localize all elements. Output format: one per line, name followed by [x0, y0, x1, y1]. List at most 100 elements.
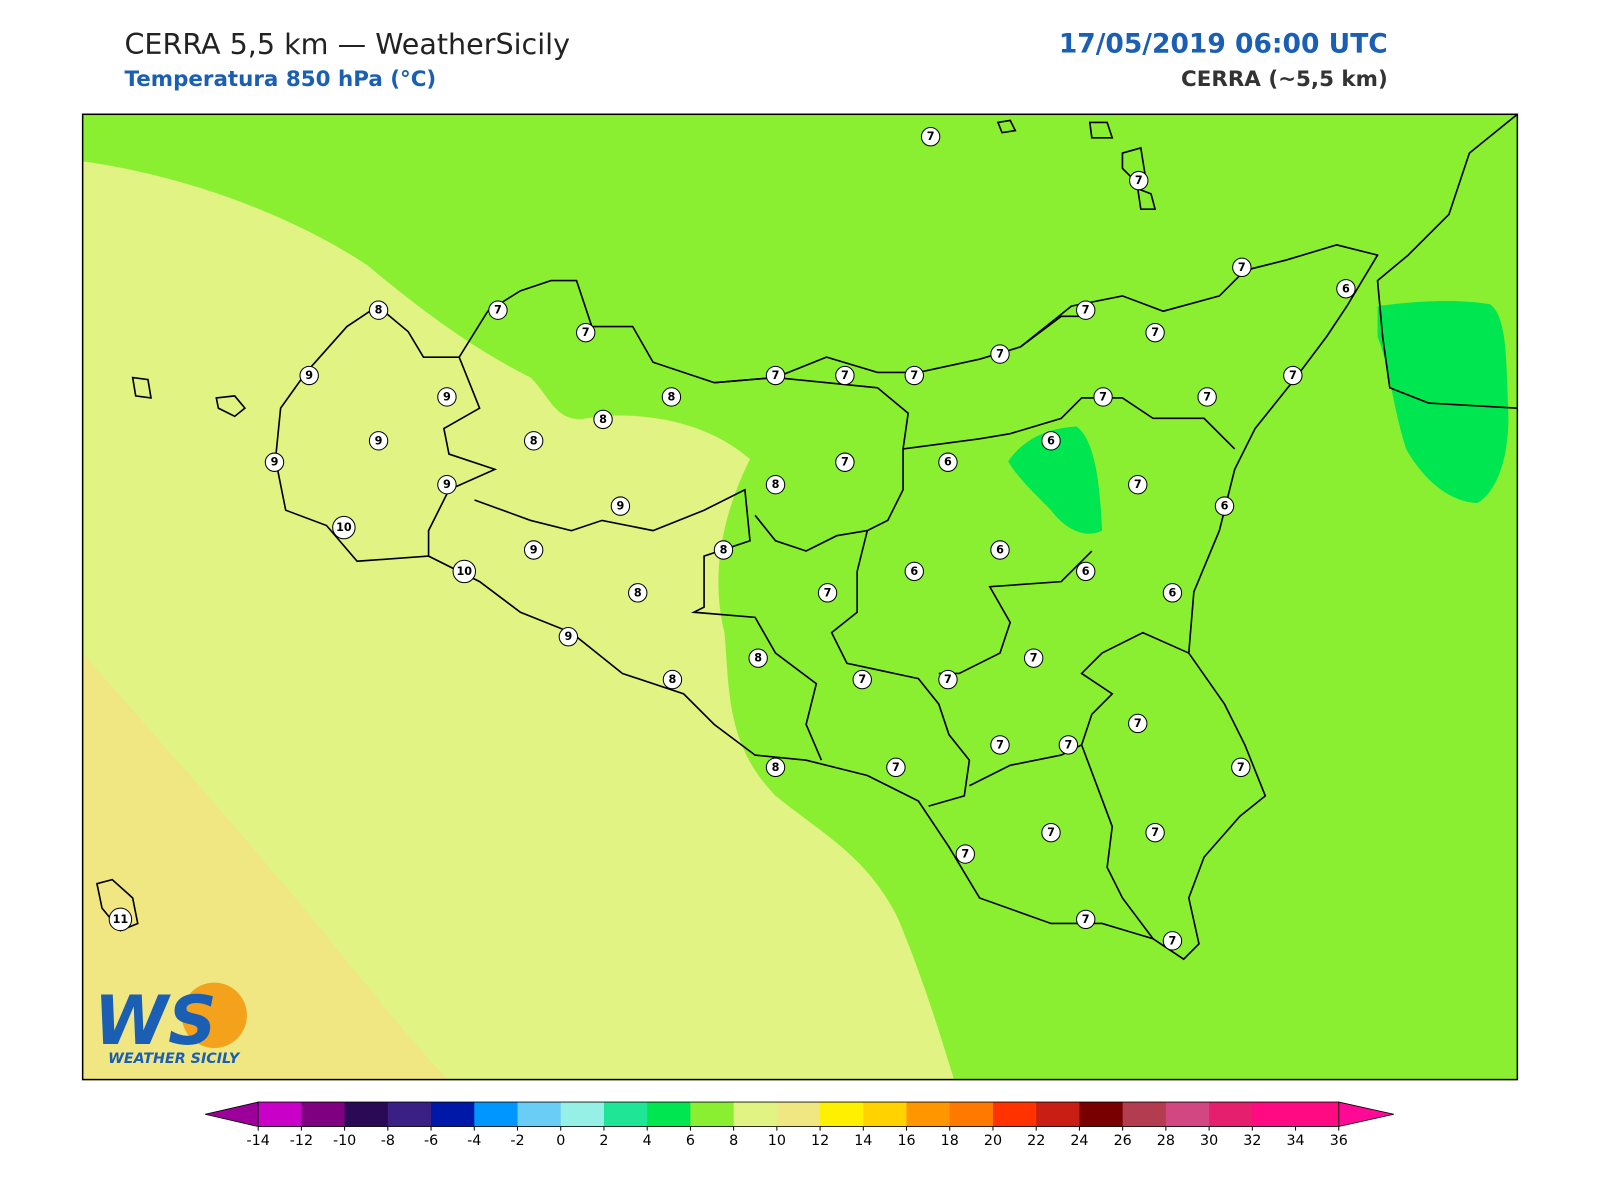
station-marker — [817, 583, 838, 603]
station-value: 7 — [841, 369, 849, 382]
station-value: 9 — [443, 390, 451, 403]
station-marker — [1145, 322, 1165, 343]
station-marker — [1058, 735, 1079, 755]
model-label: CERRA (~5,5 km) — [1181, 67, 1388, 92]
station-value: 8 — [530, 434, 538, 447]
colorbar-tick-label: 2 — [599, 1133, 608, 1149]
station-value: 7 — [841, 456, 849, 469]
station-marker — [628, 583, 648, 603]
logo-mark: WS — [94, 981, 217, 1060]
colorbar-tick-label: -12 — [290, 1133, 313, 1149]
station-value: 7 — [1238, 261, 1246, 274]
station-marker — [1023, 648, 1044, 668]
station-value: 7 — [1082, 304, 1090, 317]
station-marker — [610, 496, 631, 516]
station-value: 7 — [1064, 738, 1072, 751]
colorbar-bin — [1209, 1102, 1253, 1127]
colorbar-tick-label: 22 — [1027, 1133, 1045, 1149]
colorbar-bin — [690, 1102, 735, 1127]
station-marker — [1076, 561, 1096, 582]
station-value: 7 — [1151, 326, 1159, 339]
colorbar-tick-label: 20 — [984, 1133, 1002, 1149]
station-marker — [1128, 713, 1148, 734]
station-marker — [765, 757, 786, 778]
subtitle: Temperatura 850 hPa (°C) — [124, 67, 436, 92]
station-marker — [1093, 387, 1113, 407]
colorbar-bin — [647, 1102, 691, 1127]
station-value: 7 — [910, 369, 918, 382]
station-value: 7 — [772, 369, 780, 382]
station-value: 6 — [1342, 282, 1350, 295]
station-marker — [593, 409, 613, 430]
station-value: 7 — [1082, 913, 1090, 926]
station-value: 8 — [720, 544, 728, 557]
station-marker — [1197, 387, 1217, 407]
station-marker — [955, 844, 975, 864]
station-value: 8 — [754, 652, 762, 665]
colorbar-tick-label: -6 — [424, 1133, 438, 1149]
field-9 — [82, 161, 955, 1080]
station-marker — [1041, 431, 1061, 451]
station-marker — [1041, 822, 1061, 843]
colorbar-bin — [1079, 1102, 1124, 1127]
station-value: 7 — [858, 673, 866, 686]
station-value: 6 — [944, 456, 952, 469]
colorbar-tick-label: 0 — [556, 1133, 565, 1149]
colorbar-bin — [733, 1102, 778, 1127]
colorbar-tick-label: 18 — [941, 1133, 959, 1149]
station-marker — [765, 475, 786, 495]
colorbar-bin — [1122, 1102, 1167, 1127]
station-value: 8 — [669, 673, 677, 686]
station-marker — [437, 387, 457, 407]
station-marker — [368, 431, 389, 451]
colorbar-bin — [776, 1102, 821, 1127]
station-value: 7 — [996, 738, 1004, 751]
colorbar-tick-label: -8 — [381, 1133, 395, 1149]
field-5 — [1377, 300, 1509, 504]
station-marker — [920, 127, 941, 147]
colorbar-bin — [258, 1102, 302, 1127]
station-marker — [332, 515, 356, 540]
station-value: 11 — [113, 913, 129, 926]
colorbar-bin — [820, 1102, 864, 1127]
colorbar: -14 -12 -10 -8 -6 -4 -2 0 2 4 6 8 10 12 14 16 18 20 22 24 26… — [205, 1101, 1394, 1149]
station-value: 6 — [1047, 434, 1055, 447]
colorbar-tick-label: 8 — [729, 1133, 738, 1149]
field-11 — [82, 653, 449, 1080]
colorbar-tick-label: 24 — [1070, 1133, 1088, 1149]
station-marker — [1214, 496, 1235, 516]
colorbar-tick-label: -10 — [333, 1133, 356, 1149]
station-value: 9 — [617, 500, 625, 513]
station-value: 7 — [927, 130, 935, 143]
station-marker — [558, 627, 579, 647]
station-marker — [938, 452, 958, 472]
colorbar-bin — [431, 1102, 475, 1127]
station-value: 6 — [910, 565, 918, 578]
station-marker — [299, 365, 319, 386]
station-marker — [368, 300, 389, 320]
colorbar-tick-label: -2 — [510, 1133, 524, 1149]
station-marker — [1129, 170, 1149, 191]
map: 7 7 7 6 7 7 7 7 7 7 7 7 7 8 8 6 6 7 8 7 6 9 8 6 6 6 7 6 8 8 7 7 7 8 9 7 7 7 7 8… — [81, 113, 1519, 1081]
station-value: 9 — [271, 456, 279, 469]
station-marker — [1076, 909, 1096, 930]
station-marker — [1162, 583, 1183, 603]
colorbar-bin — [560, 1102, 605, 1127]
colorbar-bin — [474, 1102, 519, 1127]
station-value: 7 — [1151, 826, 1159, 839]
station-marker — [852, 669, 872, 690]
colorbar-bin — [387, 1102, 432, 1127]
station-marker — [1076, 300, 1096, 320]
station-value: 8 — [772, 478, 780, 491]
station-value: 7 — [1047, 826, 1055, 839]
colorbar-bin — [301, 1102, 346, 1127]
colorbar-bin — [1165, 1102, 1210, 1127]
station-marker — [488, 300, 508, 320]
colorbar-tick-label: -4 — [467, 1133, 481, 1149]
station-marker — [713, 540, 734, 560]
datetime: 17/05/2019 06:00 UTC — [1059, 28, 1388, 59]
station-marker — [990, 344, 1010, 364]
station-marker — [990, 540, 1010, 560]
